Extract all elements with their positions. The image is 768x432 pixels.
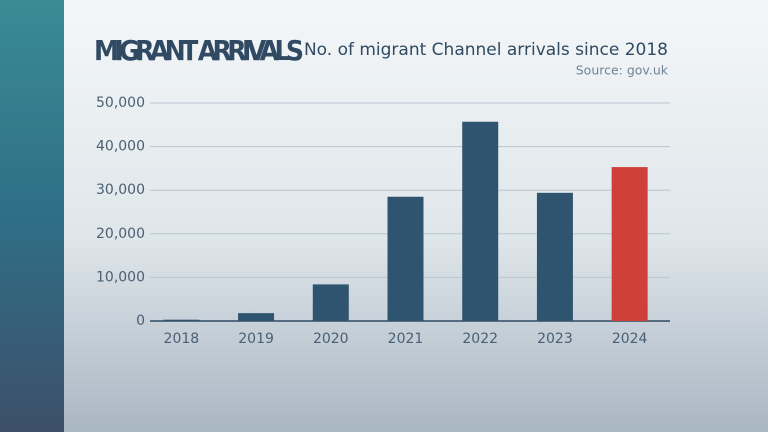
x-tick-label: 2020 xyxy=(313,331,349,347)
bar xyxy=(238,313,275,321)
bar xyxy=(387,196,424,321)
y-tick-label: 0 xyxy=(136,313,145,329)
side-image xyxy=(0,0,64,432)
x-tick-label: 2024 xyxy=(612,331,648,347)
y-tick-label: 20,000 xyxy=(96,226,145,242)
y-tick-label: 30,000 xyxy=(96,182,145,198)
y-tick-label: 40,000 xyxy=(96,139,145,155)
bar xyxy=(462,121,499,321)
x-tick-label: 2023 xyxy=(537,331,573,347)
x-tick-label: 2022 xyxy=(462,331,498,347)
chart-subtitle: No. of migrant Channel arrivals since 20… xyxy=(304,40,668,60)
x-tick-label: 2021 xyxy=(388,331,424,347)
x-tick-label: 2018 xyxy=(164,331,200,347)
source: Source: gov.uk xyxy=(576,63,669,78)
y-tick-label: 50,000 xyxy=(96,95,145,111)
chart-title: MIGRANT ARRIVALS xyxy=(94,34,304,67)
bar xyxy=(163,319,200,321)
y-tick-label: 10,000 xyxy=(96,269,145,285)
bar xyxy=(611,167,648,321)
bar xyxy=(536,192,573,321)
bar xyxy=(312,284,349,321)
x-tick-label: 2019 xyxy=(238,331,274,347)
